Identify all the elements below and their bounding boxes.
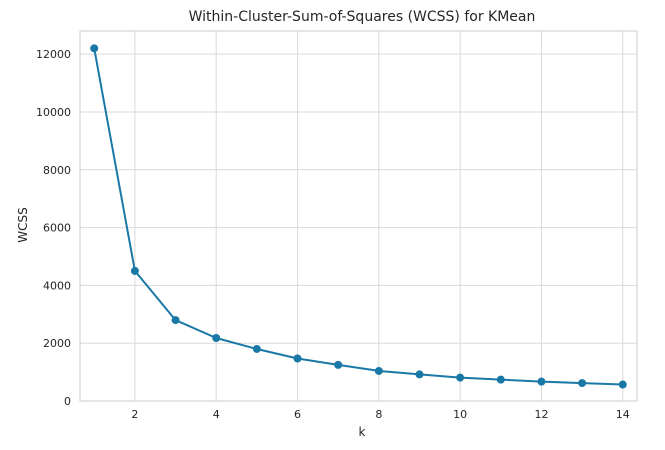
data-point	[90, 44, 99, 53]
data-point	[130, 266, 139, 275]
series-group	[90, 44, 627, 389]
data-point	[537, 377, 546, 386]
y-tick-label: 2000	[43, 337, 71, 350]
x-tick-label: 2	[131, 408, 138, 421]
plot-frame	[79, 30, 638, 402]
x-tick-label: 12	[534, 408, 548, 421]
x-tick-label: 4	[213, 408, 220, 421]
data-point	[578, 379, 587, 388]
data-point	[293, 354, 302, 363]
data-point	[415, 370, 424, 379]
x-axis-label: k	[359, 425, 366, 439]
x-tick-label: 6	[294, 408, 301, 421]
series-line	[93, 48, 623, 386]
data-point	[374, 366, 383, 375]
y-tick-label: 10000	[36, 106, 71, 119]
data-point	[456, 373, 465, 382]
data-point	[212, 333, 221, 342]
y-tick-label: 12000	[36, 48, 71, 61]
x-tick-label: 10	[453, 408, 467, 421]
data-point	[618, 380, 627, 389]
y-tick-label: 0	[64, 395, 71, 408]
data-point	[171, 316, 180, 325]
data-point	[252, 344, 261, 353]
y-axis-label: WCSS	[16, 207, 30, 242]
x-tick-label: 8	[375, 408, 382, 421]
chart-title: Within-Cluster-Sum-of-Squares (WCSS) for…	[189, 9, 536, 25]
x-tick-label: 14	[616, 408, 630, 421]
data-point	[496, 375, 505, 384]
y-tick-label: 4000	[43, 279, 71, 292]
tick-labels: 2 4 6 8 10 12 14 0 2000 4000 6000 8000 10000 12000	[36, 48, 630, 421]
y-tick-label: 8000	[43, 164, 71, 177]
y-tick-label: 6000	[43, 222, 71, 235]
data-point	[334, 360, 343, 369]
grid-lines	[80, 31, 637, 402]
